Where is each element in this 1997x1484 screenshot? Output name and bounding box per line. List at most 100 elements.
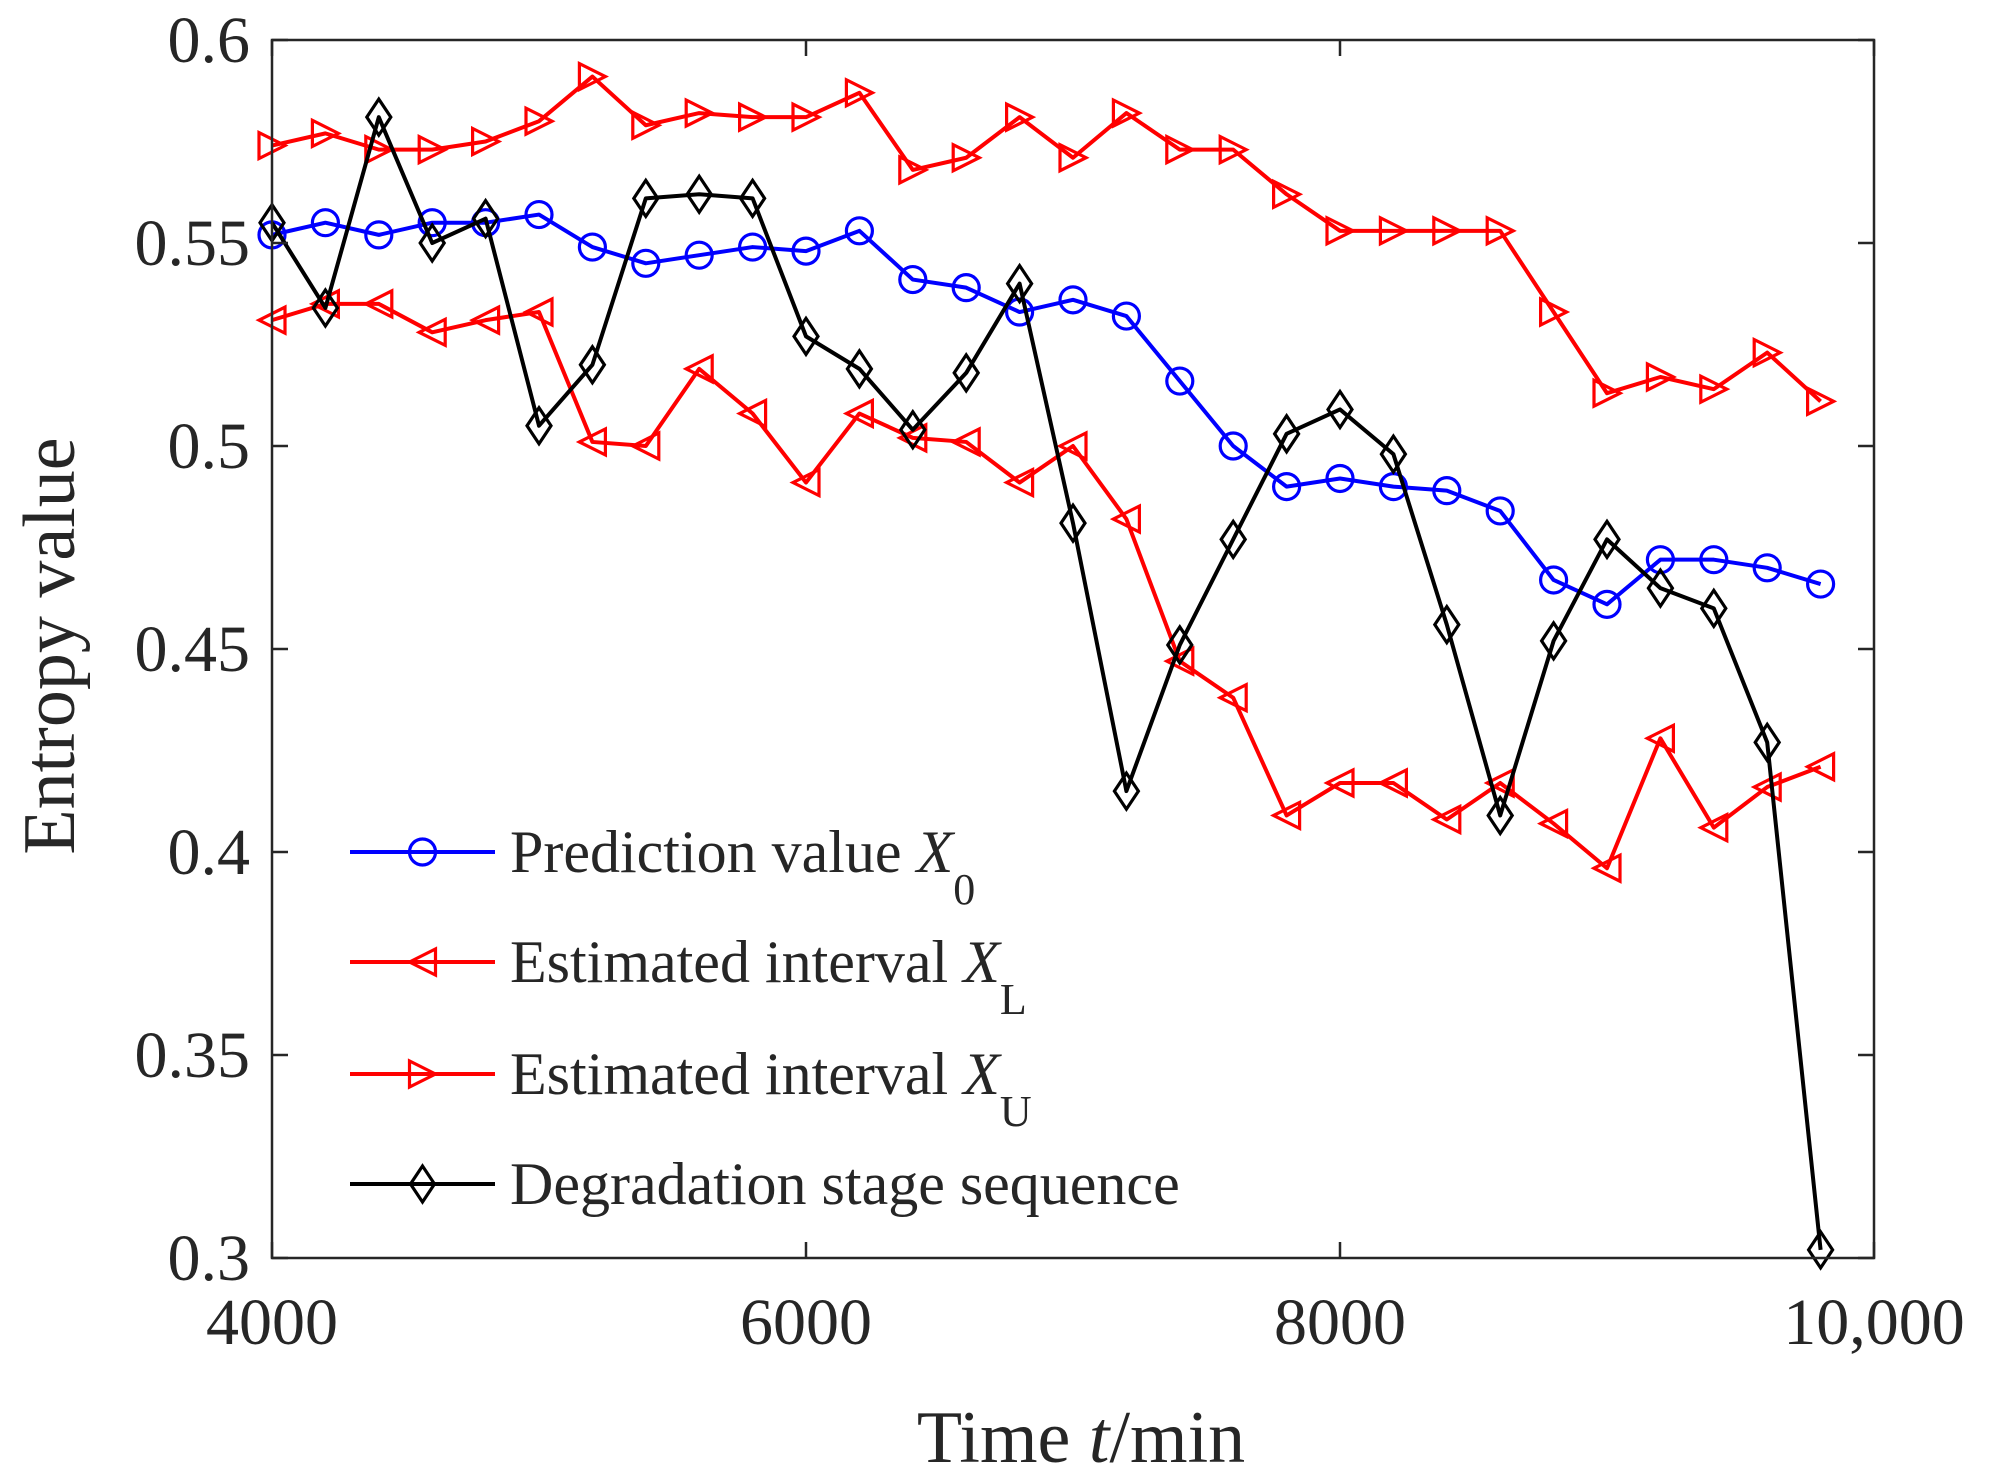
- legend-item-4: Degradation stage sequence: [350, 1151, 1180, 1217]
- series-4-point: [418, 222, 447, 264]
- series-1-point: [1485, 496, 1515, 526]
- series-3-point: [1111, 97, 1143, 129]
- series-3-point: [1058, 142, 1090, 174]
- series-4-point: [1272, 412, 1301, 455]
- series-1-point: [1432, 476, 1462, 506]
- axes-layer: [270, 38, 1876, 1260]
- series-2-point: [1804, 751, 1836, 783]
- series-4-point: [685, 173, 714, 216]
- series-1-point: [524, 199, 554, 230]
- y-tick-label: 0.3: [168, 1222, 251, 1295]
- series-1-point: [1325, 463, 1355, 494]
- series-1-point: [684, 240, 714, 270]
- series-2-point: [1323, 767, 1355, 799]
- series-1-point: [577, 232, 608, 262]
- series-3-point: [898, 154, 930, 186]
- series-2-point: [1056, 430, 1088, 462]
- series-1-line: [271, 212, 1822, 607]
- y-tick-label: 0.45: [135, 613, 251, 686]
- legend-label: Estimated interval XU: [510, 1041, 1032, 1136]
- series-2-point: [362, 288, 394, 320]
- series-2-point: [1003, 466, 1035, 499]
- series-2-point: [1750, 771, 1782, 803]
- series-3-point: [1378, 215, 1410, 247]
- series-4-point: [1112, 770, 1141, 812]
- y-tick-label: 0.35: [135, 1019, 251, 1092]
- series-1: [257, 199, 1836, 619]
- y-tick-label: 0.4: [168, 816, 251, 889]
- series-2-point: [1590, 852, 1622, 884]
- series-2-point: [842, 397, 875, 430]
- series-3-point: [1592, 377, 1624, 409]
- series-2-point: [308, 288, 340, 320]
- x-tick-label: 8000: [1274, 1286, 1406, 1359]
- series-2-point: [629, 430, 661, 462]
- series-2-point: [1697, 812, 1729, 844]
- series-4-point: [1486, 794, 1515, 837]
- series-3-point: [791, 101, 823, 133]
- series-2-point: [522, 296, 554, 328]
- series-3-point: [684, 97, 716, 129]
- series-2-point: [575, 426, 608, 458]
- legend-marker: [407, 1058, 440, 1090]
- series-3-point: [631, 109, 663, 141]
- series-1-point: [631, 248, 661, 278]
- series-1-point: [1592, 589, 1622, 619]
- series-2-line: [271, 301, 1822, 871]
- x-tick-label: 4000: [206, 1286, 338, 1359]
- series-4-point: [1326, 388, 1354, 431]
- series-4: [258, 96, 1835, 1271]
- legend-marker: [408, 1163, 437, 1205]
- series-4-point: [1219, 518, 1248, 561]
- series-4-point: [1646, 567, 1675, 609]
- series-1-point: [1271, 472, 1302, 502]
- series-layer: [255, 60, 1838, 1271]
- series-4-point: [1806, 1228, 1835, 1271]
- series-3-point: [417, 134, 449, 166]
- series-3-point: [1165, 134, 1197, 166]
- legend-label: Degradation stage sequence: [510, 1151, 1180, 1217]
- x-tick-label: 10,000: [1783, 1286, 1965, 1359]
- series-2-point: [949, 426, 981, 458]
- series-4-point: [631, 177, 660, 220]
- series-3-point: [1271, 178, 1304, 210]
- series-3-line: [271, 74, 1822, 403]
- legend: Prediction value X0 Estimated interval XL…: [350, 819, 1180, 1217]
- series-4-point: [1593, 518, 1621, 561]
- series-4-point: [1379, 433, 1408, 476]
- series-2-point: [415, 316, 447, 348]
- series-4-point: [1539, 619, 1568, 662]
- series-2-point: [1537, 807, 1569, 840]
- series-2-point: [1376, 767, 1409, 799]
- series-3-point: [577, 60, 609, 93]
- series-2-point: [736, 397, 768, 430]
- series-3-point: [364, 134, 396, 166]
- series-3-point: [1645, 361, 1677, 393]
- series-4-line: [270, 115, 1823, 1251]
- series-1-point: [951, 273, 981, 303]
- series-1-point: [898, 264, 928, 295]
- series-2-point: [1216, 682, 1248, 714]
- series-3-point: [1218, 134, 1250, 166]
- series-3-point: [844, 77, 876, 109]
- series-4-point: [1059, 502, 1087, 545]
- series-4-point: [1699, 587, 1728, 630]
- series-4-point: [311, 287, 340, 329]
- series-2-point: [1163, 645, 1195, 677]
- series-1-point: [310, 208, 340, 238]
- series-1-point: [1218, 431, 1248, 461]
- series-2-point: [1643, 722, 1676, 754]
- y-tick-label: 0.5: [168, 410, 251, 483]
- series-4-point: [525, 404, 553, 447]
- series-4-point: [471, 197, 500, 240]
- series-1-point: [1805, 569, 1836, 599]
- series-2-point: [682, 353, 714, 385]
- series-3-point: [1805, 385, 1838, 417]
- series-3-point: [471, 125, 503, 158]
- series-3-point: [1432, 215, 1464, 247]
- series-2-point: [1270, 799, 1302, 832]
- series-3-point: [524, 105, 556, 137]
- series-3-point: [1004, 101, 1037, 133]
- series-3-point: [1485, 215, 1517, 247]
